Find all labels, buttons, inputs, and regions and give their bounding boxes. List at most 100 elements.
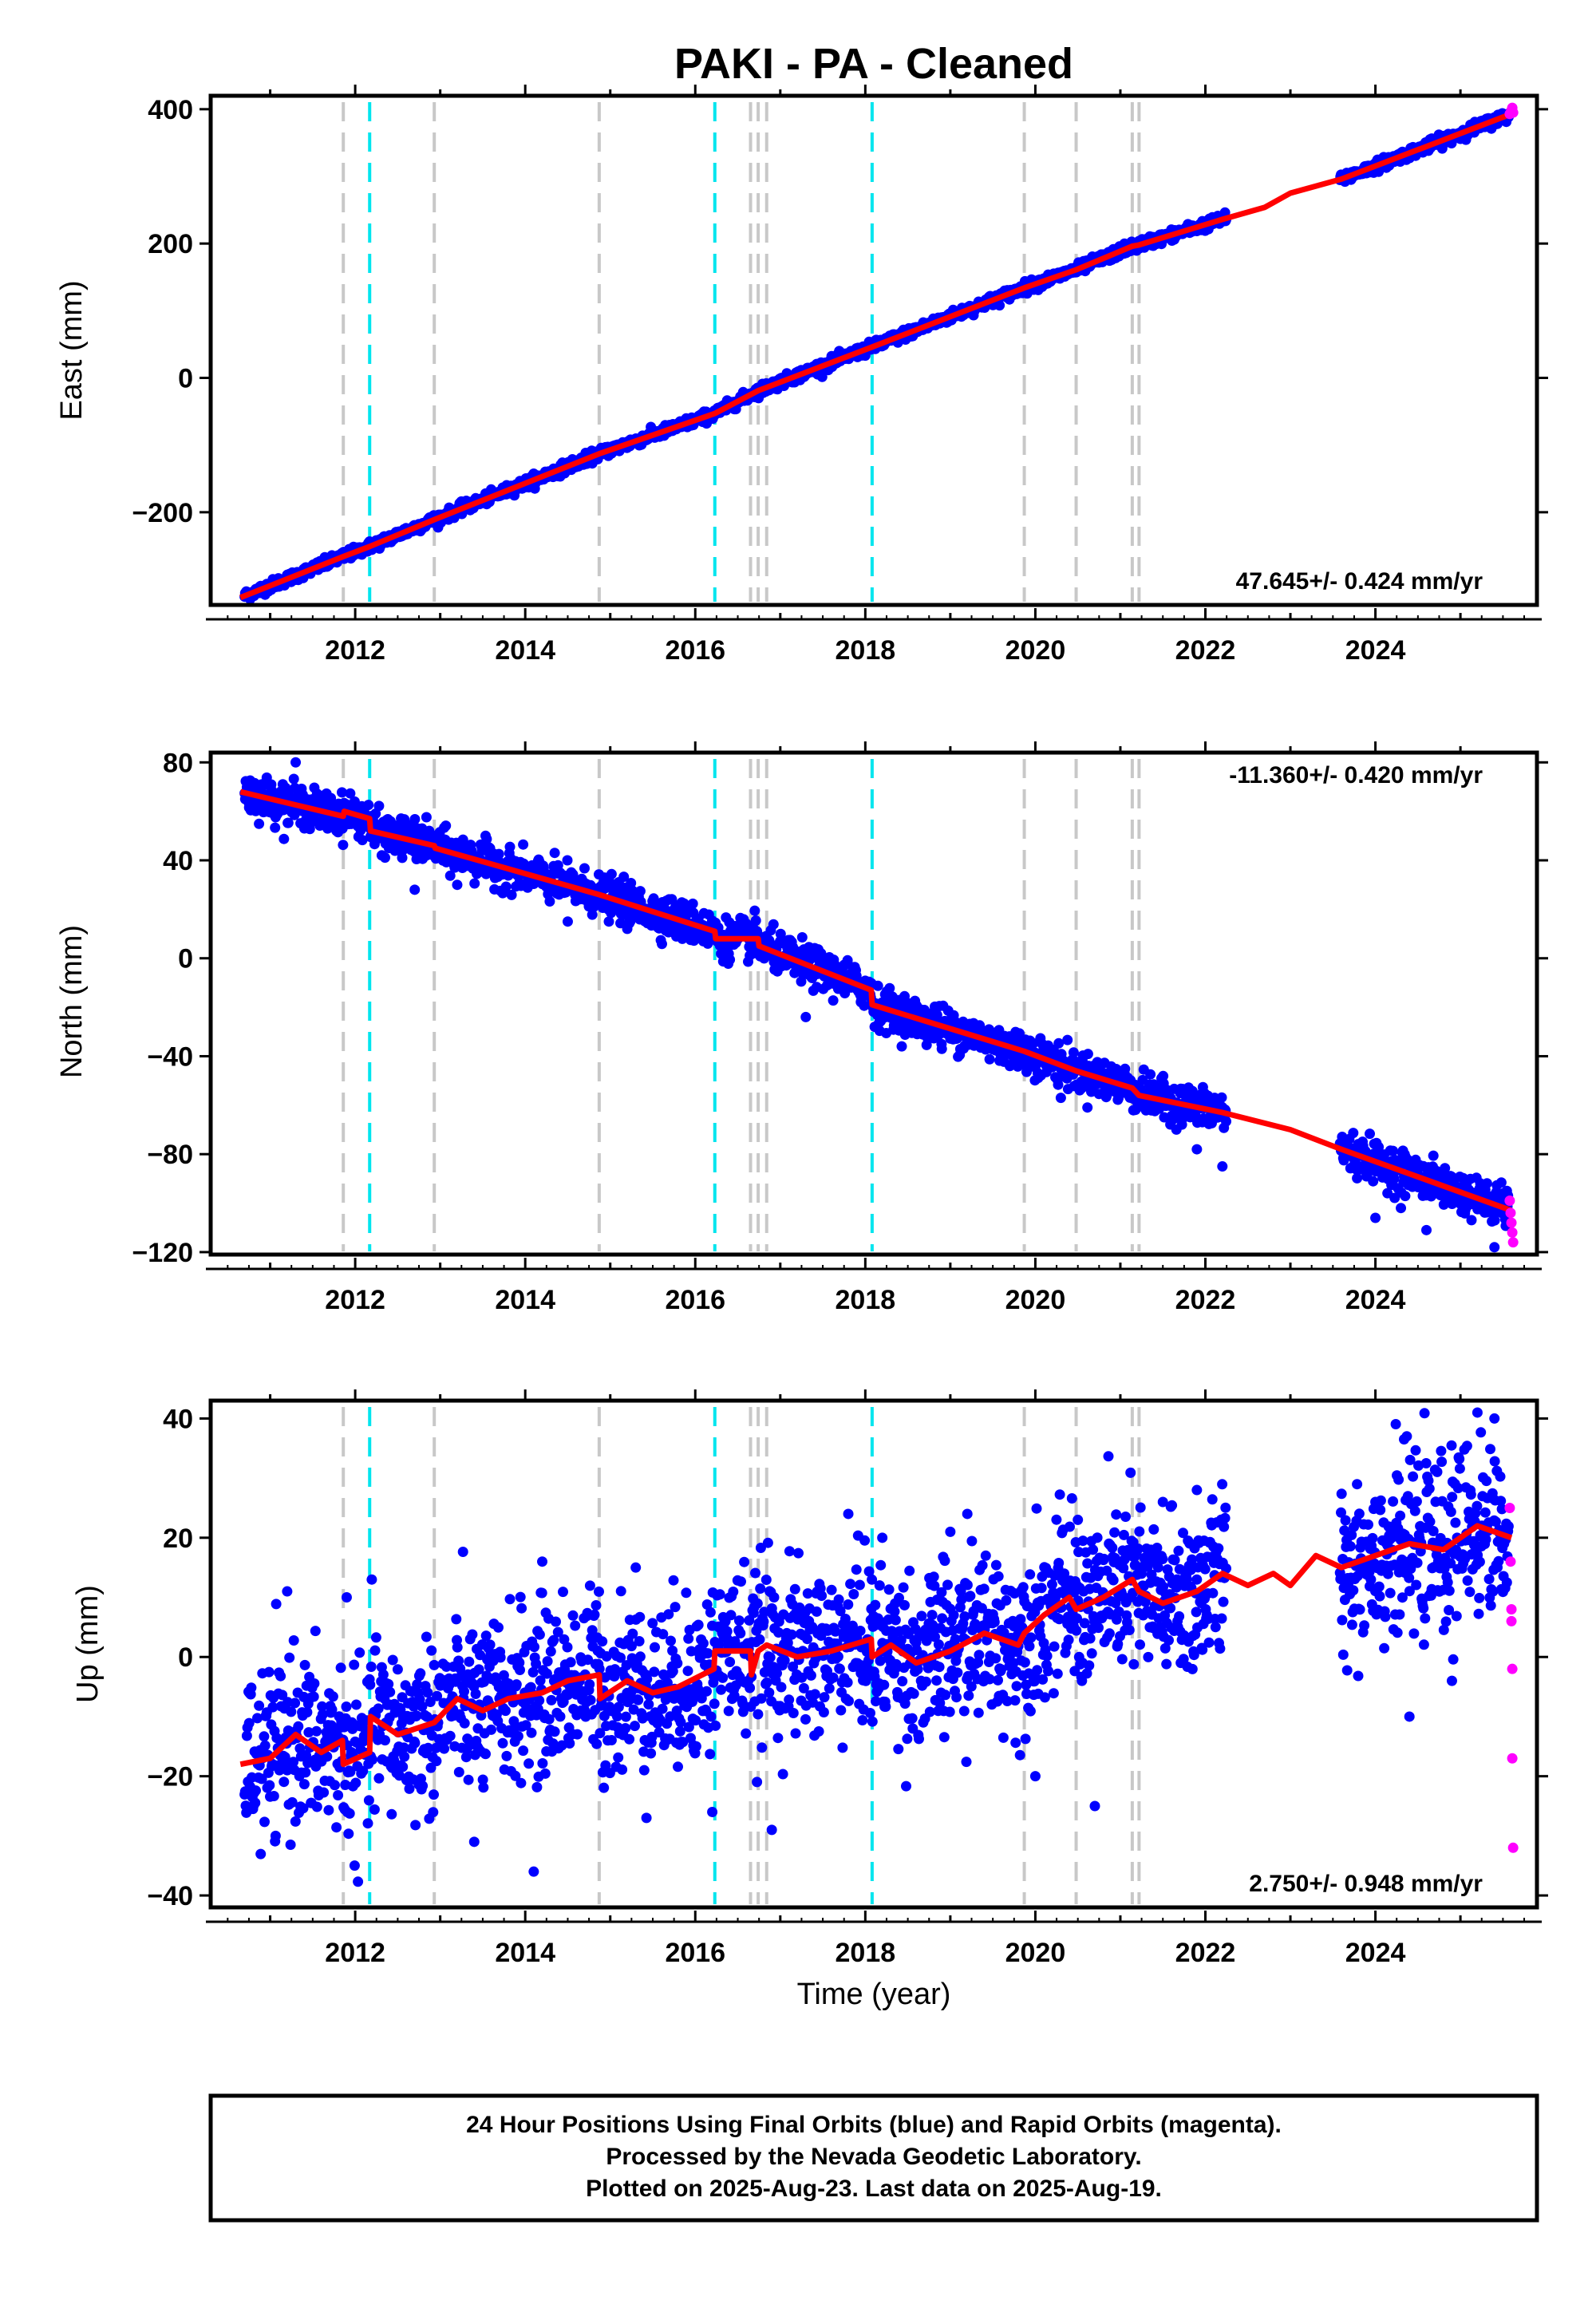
final-orbit-point	[251, 1785, 261, 1796]
final-orbit-point	[366, 1574, 377, 1585]
final-orbit-point	[534, 1695, 545, 1706]
final-orbit-point	[562, 916, 573, 927]
final-orbit-point	[385, 1686, 396, 1697]
final-orbit-point	[323, 1804, 334, 1816]
final-orbit-point	[515, 1591, 526, 1603]
final-orbit-point	[429, 1659, 440, 1670]
final-orbit-point	[333, 1790, 344, 1800]
final-orbit-point	[422, 1687, 433, 1698]
final-orbit-point	[1368, 1176, 1379, 1187]
final-orbit-point	[467, 1629, 478, 1640]
final-orbit-point	[386, 1808, 397, 1820]
final-orbit-point	[504, 1594, 516, 1605]
x-tick-label: 2020	[1005, 635, 1066, 666]
final-orbit-point	[1055, 1093, 1066, 1104]
final-orbit-point	[270, 822, 281, 833]
x-tick-label: 2024	[1345, 1285, 1406, 1315]
final-orbit-point	[606, 868, 617, 879]
final-orbit-point	[279, 1777, 290, 1788]
y-tick-label: 40	[163, 846, 193, 876]
final-orbit-point	[311, 1725, 322, 1737]
y-tick-label: 400	[148, 95, 193, 125]
final-orbit-point	[1421, 1224, 1432, 1235]
final-orbit-point	[409, 884, 421, 895]
x-tick-label: 2022	[1175, 1285, 1236, 1315]
final-orbit-point	[470, 1689, 481, 1699]
x-tick-label: 2014	[495, 635, 555, 666]
final-orbit-point	[362, 1818, 373, 1829]
final-orbit-point	[349, 1860, 360, 1871]
final-orbit-point	[1466, 1215, 1477, 1226]
final-orbit-point	[562, 855, 573, 866]
chart-title: PAKI - PA - Cleaned	[674, 40, 1073, 88]
final-orbit-point	[259, 1740, 271, 1751]
final-orbit-point	[1191, 1144, 1203, 1155]
final-orbit-point	[392, 1664, 403, 1675]
final-orbit-point	[353, 1876, 364, 1887]
rapid-orbit-point	[1506, 1217, 1517, 1228]
final-orbit-point	[1082, 1102, 1093, 1113]
final-orbit-point	[529, 1642, 539, 1653]
final-orbit-point	[310, 1626, 321, 1637]
final-orbit-point	[311, 1801, 322, 1812]
final-orbit-point	[493, 1622, 504, 1633]
final-orbit-point	[531, 1781, 543, 1792]
final-orbit-point	[1370, 1212, 1381, 1223]
x-tick-label: 2016	[665, 635, 725, 666]
final-orbit-point	[603, 916, 614, 927]
final-orbit-point	[549, 848, 560, 859]
y-tick-label: −200	[132, 498, 193, 528]
final-orbit-point	[399, 1751, 410, 1762]
final-orbit-point	[828, 995, 839, 1006]
final-orbit-point	[452, 879, 463, 891]
final-orbit-point	[1062, 1034, 1073, 1045]
final-orbit-point	[380, 1735, 390, 1746]
y-tick-label: −80	[147, 1140, 193, 1170]
final-orbit-point	[536, 1587, 547, 1599]
final-orbit-point	[1489, 1242, 1500, 1253]
final-orbit-point	[1400, 1191, 1411, 1202]
final-orbit-point	[370, 1632, 381, 1643]
final-orbit-point	[486, 1724, 496, 1735]
north-axis-label: North (mm)	[55, 925, 89, 1078]
final-orbit-point	[516, 1777, 527, 1788]
x-tick-label: 2018	[836, 635, 896, 666]
final-orbit-point	[622, 923, 633, 935]
final-orbit-point	[750, 915, 761, 926]
final-orbit-point	[523, 1758, 535, 1769]
final-orbit-point	[1481, 1178, 1492, 1189]
final-orbit-point	[1428, 1150, 1439, 1161]
final-orbit-point	[250, 1797, 261, 1808]
y-tick-label: 0	[178, 944, 193, 974]
final-orbit-point	[463, 1774, 474, 1785]
final-orbit-point	[263, 1666, 275, 1678]
final-orbit-point	[255, 1848, 267, 1860]
y-tick-label: −40	[147, 1041, 193, 1072]
final-orbit-point	[288, 773, 299, 785]
final-orbit-point	[459, 1717, 470, 1729]
final-orbit-point	[504, 841, 516, 852]
final-orbit-point	[410, 1820, 421, 1831]
final-orbit-point	[495, 1652, 506, 1663]
final-orbit-point	[537, 1758, 548, 1769]
up-axis-label: Up (mm)	[71, 1585, 105, 1703]
x-tick-label: 2022	[1175, 635, 1236, 666]
final-orbit-point	[426, 1645, 437, 1656]
x-tick-label: 2012	[325, 1285, 385, 1315]
final-orbit-point	[367, 1754, 378, 1765]
final-orbit-point	[264, 1780, 275, 1791]
final-orbit-point	[290, 1697, 301, 1709]
final-orbit-point	[279, 833, 290, 844]
final-orbit-point	[335, 1662, 346, 1674]
final-orbit-point	[365, 1662, 377, 1672]
final-orbit-point	[511, 1679, 522, 1690]
final-orbit-point	[768, 919, 779, 930]
final-orbit-point	[542, 1656, 553, 1667]
y-tick-label: 200	[148, 229, 193, 259]
final-orbit-point	[1217, 1161, 1228, 1172]
final-orbit-point	[800, 1011, 812, 1022]
y-tick-label: 0	[178, 364, 193, 394]
time-axis-label: Time (year)	[797, 1978, 951, 2011]
final-orbit-point	[478, 1782, 489, 1793]
